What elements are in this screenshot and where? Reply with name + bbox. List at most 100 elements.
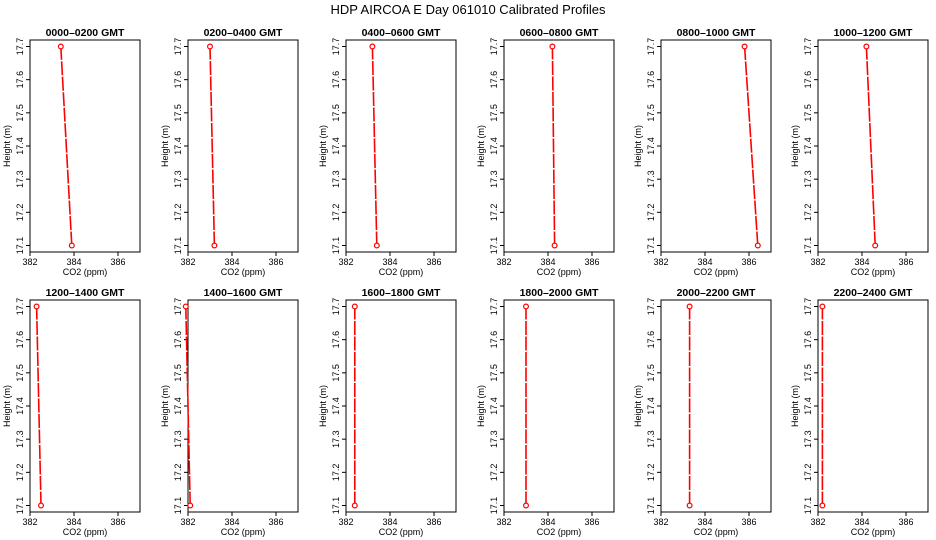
x-tick-label: 386 <box>110 257 125 267</box>
y-tick-label: 17.6 <box>331 331 341 349</box>
data-point <box>754 242 761 249</box>
x-axis-label: CO2 (ppm) <box>379 527 424 537</box>
profile-line <box>371 46 378 246</box>
profile-line <box>35 306 42 506</box>
profile-line <box>209 46 216 246</box>
y-axis-label: Height (m) <box>2 385 12 427</box>
y-axis-label: Height (m) <box>790 385 800 427</box>
y-tick-label: 17.6 <box>331 71 341 89</box>
x-tick-label: 382 <box>653 257 668 267</box>
y-tick-label: 17.7 <box>331 298 341 316</box>
x-tick-label: 386 <box>268 257 283 267</box>
x-tick-label: 386 <box>741 517 756 527</box>
y-tick-label: 17.1 <box>331 237 341 255</box>
x-tick-label: 382 <box>338 257 353 267</box>
y-tick-label: 17.1 <box>15 237 25 255</box>
data-point <box>351 502 358 509</box>
plot-frame <box>187 39 299 253</box>
x-tick-label: 384 <box>382 517 397 527</box>
plot-frame <box>29 299 141 513</box>
y-tick-label: 17.1 <box>331 497 341 515</box>
y-tick-label: 17.6 <box>15 71 25 89</box>
y-tick-label: 17.7 <box>173 38 183 56</box>
x-tick-label: 382 <box>22 257 37 267</box>
y-tick-label: 17.5 <box>803 364 813 382</box>
y-tick-label: 17.2 <box>331 204 341 222</box>
data-point <box>351 303 358 310</box>
plot-frame <box>660 39 772 253</box>
x-tick-label: 386 <box>898 517 913 527</box>
y-tick-label: 17.2 <box>15 464 25 482</box>
panel-title: 0400–0600 GMT <box>362 27 441 39</box>
panel-title: 0200–0400 GMT <box>204 27 283 39</box>
y-tick-label: 17.4 <box>173 397 183 415</box>
y-tick-label: 17.4 <box>15 397 25 415</box>
y-tick-label: 17.5 <box>173 104 183 122</box>
x-tick-label: 386 <box>584 257 599 267</box>
x-tick-label: 384 <box>224 257 239 267</box>
x-tick-label: 386 <box>268 517 283 527</box>
x-tick-label: 382 <box>810 517 825 527</box>
profile-line <box>551 46 556 246</box>
plot-frame <box>345 39 457 253</box>
profile-line <box>185 306 191 506</box>
x-axis-label: CO2 (ppm) <box>537 267 582 277</box>
y-tick-label: 17.3 <box>15 430 25 448</box>
profile-line <box>743 46 759 246</box>
x-axis-label: CO2 (ppm) <box>221 267 266 277</box>
plot-frame <box>817 299 929 513</box>
x-tick-label: 384 <box>66 517 81 527</box>
x-tick-label: 386 <box>426 257 441 267</box>
panel-title: 1800–2000 GMT <box>520 287 599 299</box>
y-tick-label: 17.6 <box>489 71 499 89</box>
y-tick-label: 17.1 <box>173 237 183 255</box>
y-tick-label: 17.1 <box>489 497 499 515</box>
y-tick-label: 17.6 <box>15 331 25 349</box>
y-tick-label: 17.7 <box>173 298 183 316</box>
y-tick-label: 17.5 <box>331 364 341 382</box>
y-axis-label: Height (m) <box>476 385 486 427</box>
plot-frame <box>503 299 615 513</box>
data-point <box>819 303 826 310</box>
x-tick-label: 384 <box>697 517 712 527</box>
y-tick-label: 17.6 <box>173 331 183 349</box>
y-tick-label: 17.5 <box>803 104 813 122</box>
y-tick-label: 17.5 <box>15 104 25 122</box>
y-tick-label: 17.5 <box>331 104 341 122</box>
y-tick-label: 17.2 <box>646 464 656 482</box>
y-tick-label: 17.1 <box>803 237 813 255</box>
y-tick-label: 17.6 <box>646 71 656 89</box>
y-tick-label: 17.2 <box>803 204 813 222</box>
x-axis-label: CO2 (ppm) <box>63 267 108 277</box>
plot-frame <box>503 39 615 253</box>
y-tick-label: 17.3 <box>803 170 813 188</box>
y-tick-label: 17.7 <box>803 38 813 56</box>
y-axis-label: Height (m) <box>160 125 170 167</box>
y-tick-label: 17.1 <box>803 497 813 515</box>
x-axis-label: CO2 (ppm) <box>221 527 266 537</box>
y-tick-label: 17.3 <box>173 170 183 188</box>
data-point <box>37 502 44 509</box>
plot-frame <box>660 299 772 513</box>
data-point <box>57 43 64 50</box>
y-tick-label: 17.4 <box>331 137 341 155</box>
y-tick-label: 17.3 <box>331 170 341 188</box>
x-tick-label: 382 <box>496 257 511 267</box>
x-tick-label: 386 <box>426 517 441 527</box>
y-axis-label: Height (m) <box>633 385 643 427</box>
y-tick-label: 17.6 <box>173 71 183 89</box>
y-tick-label: 17.2 <box>489 204 499 222</box>
x-tick-label: 384 <box>66 257 81 267</box>
y-tick-label: 17.3 <box>803 430 813 448</box>
panel-title: 1000–1200 GMT <box>834 27 913 39</box>
data-point <box>207 43 214 50</box>
profile-line <box>60 46 73 246</box>
